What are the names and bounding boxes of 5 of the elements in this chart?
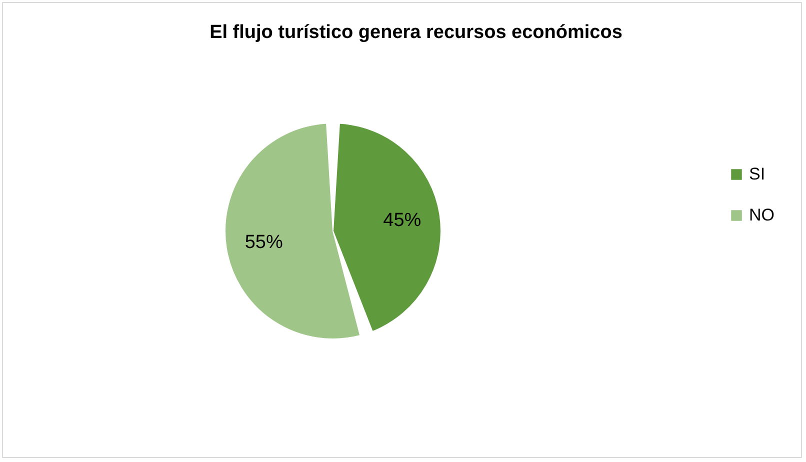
legend-label: NO [749,206,774,224]
chart-title: El flujo turístico genera recursos económicos [210,22,622,43]
data-label: 45% [383,210,422,232]
legend-label: SI [749,164,766,184]
data-label: 55% [244,232,283,253]
